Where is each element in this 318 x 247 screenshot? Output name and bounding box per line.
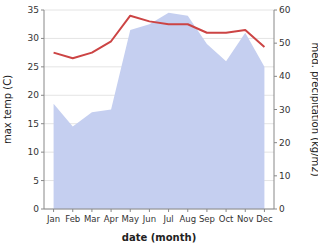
y-tick-label: 10: [28, 147, 40, 157]
precip-area: [54, 13, 265, 209]
y-tick: [41, 10, 44, 11]
x-tick-label: Mar: [84, 214, 101, 224]
y-tick: [41, 38, 44, 39]
x-tick: [264, 209, 265, 212]
x-tick-label: Jan: [46, 214, 60, 224]
y-tick-label: 5: [33, 176, 39, 186]
y2-tick-label: 60: [279, 5, 291, 15]
x-tick: [149, 209, 150, 212]
x-tick-label: Jun: [142, 214, 156, 224]
x-tick: [226, 209, 227, 212]
x-tick: [53, 209, 54, 212]
x-tick: [206, 209, 207, 212]
y-tick-label: 15: [28, 119, 39, 129]
y2-tick: [274, 76, 277, 77]
x-tick: [168, 209, 169, 212]
x-tick: [111, 209, 112, 212]
x-tick-label: Aug: [179, 214, 196, 224]
grid-line: [44, 10, 274, 11]
x-tick: [91, 209, 92, 212]
chart: 0 5 10 15 20 25 30 35 0 10 20 30 40 50 60 Jan Feb MarAprM…: [0, 0, 318, 247]
y2-tick: [274, 209, 277, 210]
y2-tick-label: 50: [279, 38, 291, 48]
y-axis-line: [44, 10, 45, 209]
y-tick: [41, 180, 44, 181]
x-tick: [130, 209, 131, 212]
plot-area: [54, 13, 265, 209]
y-tick-label: 30: [28, 33, 40, 43]
x-tick-label: Sep: [199, 214, 215, 224]
y2-tick-label: 10: [279, 171, 291, 181]
y2-tick: [274, 43, 277, 44]
y2-tick: [274, 109, 277, 110]
y2-axis-title: med. precipitation (kg/m2): [310, 42, 318, 176]
x-tick: [72, 209, 73, 212]
x-tick: [245, 209, 246, 212]
y-tick: [41, 123, 44, 124]
y2-tick-label: 30: [279, 105, 291, 115]
grid-line: [44, 209, 274, 210]
x-tick-label: Jul: [162, 214, 173, 224]
y-tick-label: 25: [28, 62, 39, 72]
y2-tick: [274, 142, 277, 143]
y2-tick-label: 40: [279, 71, 291, 81]
y-tick: [41, 95, 44, 96]
y-tick: [41, 152, 44, 153]
y2-tick: [274, 10, 277, 11]
x-axis-line: [44, 209, 274, 210]
y2-tick-label: 20: [279, 138, 291, 148]
x-tick-label: Oct: [219, 214, 234, 224]
x-tick-label: Dec: [256, 214, 273, 224]
x-tick-label: May: [121, 214, 139, 224]
x-axis-title: date (month): [122, 232, 196, 243]
y-tick: [41, 209, 44, 210]
temp-line: [54, 16, 265, 59]
x-tick-label: Apr: [104, 214, 119, 224]
x-tick: [187, 209, 188, 212]
x-tick-label: Feb: [65, 214, 80, 224]
y2-tick: [274, 175, 277, 176]
y-tick-label: 20: [28, 90, 40, 100]
y-axis-title: max temp (C): [2, 75, 13, 144]
y-tick-label: 35: [28, 5, 39, 15]
y2-tick-label: 0: [279, 204, 285, 214]
x-tick-label: Nov: [237, 214, 254, 224]
y-tick-label: 0: [33, 204, 39, 214]
y-tick: [41, 66, 44, 67]
